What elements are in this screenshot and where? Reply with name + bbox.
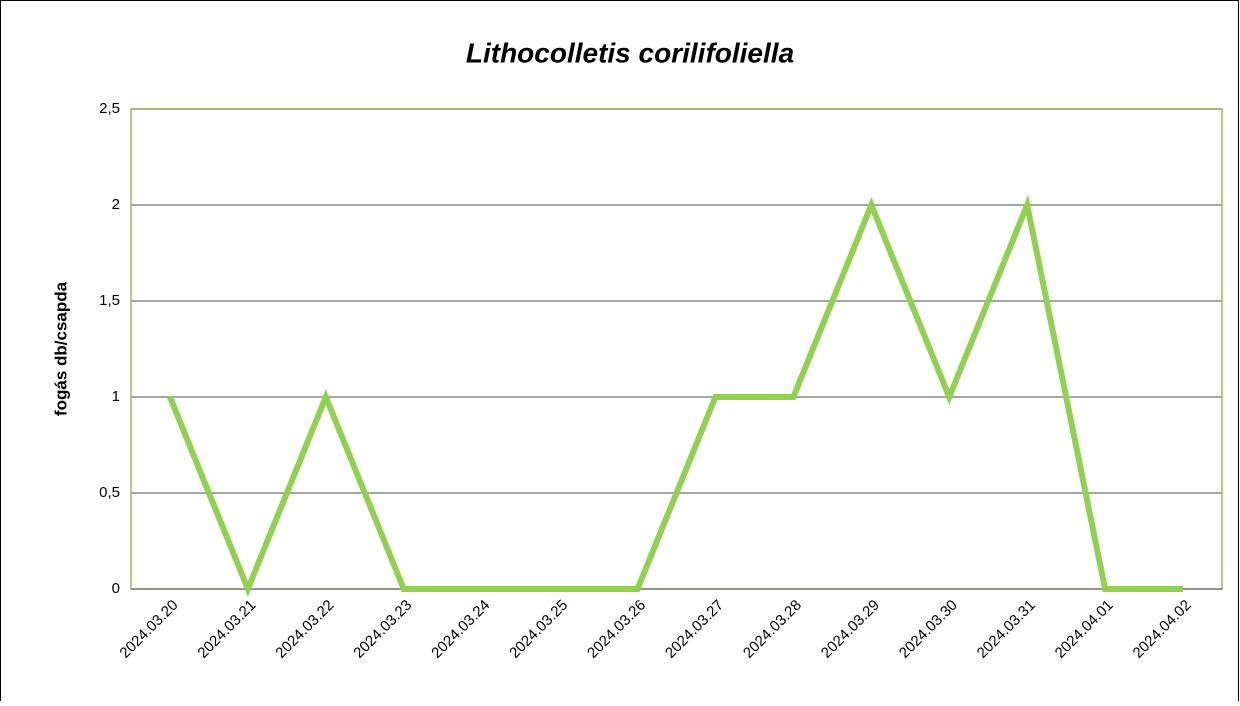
chart-title: Lithocolletis corilifoliella — [466, 37, 794, 68]
y-tick-label: 0 — [112, 580, 120, 597]
y-axis-label: fogás db/csapda — [51, 281, 70, 416]
y-tick-label: 2,5 — [99, 100, 120, 117]
y-tick-label: 1,5 — [99, 292, 120, 309]
y-tick-label: 2 — [112, 196, 120, 213]
y-tick-label: 0,5 — [99, 484, 120, 501]
y-tick-label: 1 — [112, 388, 120, 405]
data-line — [167, 194, 1184, 597]
